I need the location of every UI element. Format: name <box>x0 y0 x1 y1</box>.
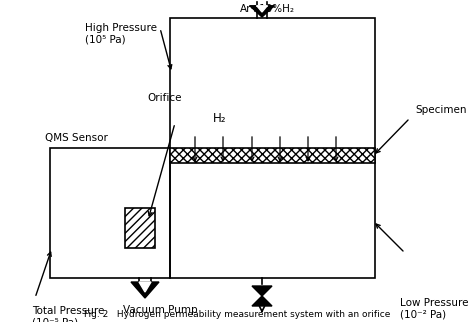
Text: Orifice: Orifice <box>148 93 182 103</box>
Polygon shape <box>252 296 272 306</box>
Polygon shape <box>139 282 151 292</box>
Text: Vacuum Pump: Vacuum Pump <box>123 305 197 315</box>
Text: Total Pressure
(10⁻⁵ Pa): Total Pressure (10⁻⁵ Pa) <box>32 306 104 322</box>
Polygon shape <box>257 6 267 12</box>
Polygon shape <box>250 6 274 17</box>
Bar <box>170 18 375 278</box>
Text: Ar+10%H₂: Ar+10%H₂ <box>239 4 294 14</box>
Bar <box>50 148 170 278</box>
Bar <box>170 148 375 163</box>
Polygon shape <box>131 282 159 298</box>
Text: Specimen: Specimen <box>415 105 466 115</box>
Text: Fig. 2   Hydrogen permeability measurement system with an orifice: Fig. 2 Hydrogen permeability measurement… <box>84 310 390 319</box>
Polygon shape <box>252 286 272 296</box>
Text: Low Pressure
(10⁻² Pa): Low Pressure (10⁻² Pa) <box>400 298 468 320</box>
Bar <box>125 208 155 248</box>
Text: High Pressure
(10⁵ Pa): High Pressure (10⁵ Pa) <box>85 23 157 45</box>
Text: H₂: H₂ <box>213 111 227 125</box>
Text: QMS Sensor: QMS Sensor <box>45 133 108 143</box>
